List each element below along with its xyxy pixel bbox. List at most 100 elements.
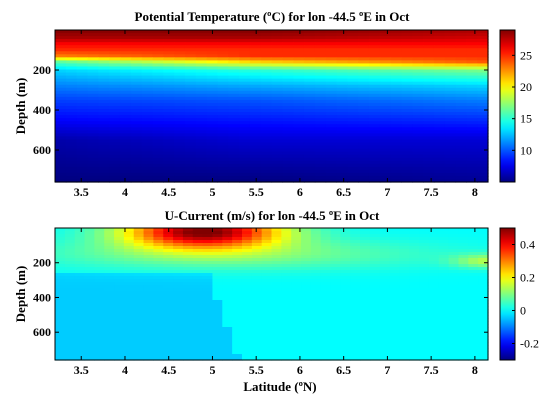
heatmap-cell [320,327,332,331]
heatmap-cell [55,345,66,349]
heatmap-cell [291,357,302,361]
heatmap-cell [239,96,251,101]
heatmap-cell [433,72,446,77]
heatmap-cell [314,178,327,183]
heatmap-cell [241,327,253,331]
heatmap-cell [98,78,110,83]
heatmap-cell [109,87,121,92]
heatmap-cell [438,243,450,247]
heatmap-cell [433,39,446,43]
heatmap-cell [84,249,95,253]
heatmap-cell [163,175,175,180]
heatmap-cell [241,330,253,334]
heatmap-cell [368,172,381,177]
heatmap-cell [320,336,332,340]
heatmap-cell [130,145,143,150]
heatmap-cell [133,315,145,319]
heatmap-cell [399,321,410,325]
heatmap-cell [458,285,469,289]
heatmap-cell [340,306,351,310]
heatmap-cell [293,42,305,46]
heatmap-cell [444,66,457,71]
heatmap-cell [184,72,197,77]
heatmap-cell [141,48,154,52]
heatmap-cell [320,300,332,304]
heatmap-cell [390,45,402,49]
heatmap-cell [217,54,229,58]
heatmap-cell [212,348,223,352]
heatmap-cell [184,54,197,58]
heatmap-cell [261,297,273,301]
heatmap-cell [153,342,164,346]
heatmap-cell [206,48,218,52]
heatmap-cell [228,99,240,104]
heatmap-cell [369,228,381,232]
heatmap-cell [291,279,302,283]
heatmap-cell [192,267,204,271]
heatmap-cell [478,231,489,235]
heatmap-cell [360,306,371,310]
heatmap-cell [360,231,371,235]
heatmap-cell [347,148,359,153]
heatmap-cell [433,145,446,150]
heatmap-cell [114,243,125,247]
heatmap-cell [301,285,312,289]
heatmap-cell [271,30,283,34]
heatmap-cell [271,124,283,128]
heatmap-cell [433,81,446,86]
heatmap-cell [466,109,478,113]
heatmap-cell [379,99,392,104]
heatmap-cell [303,63,316,68]
heatmap-cell [455,151,467,156]
heatmap-cell [271,81,283,86]
heatmap-cell [206,57,218,61]
heatmap-cell [336,54,348,58]
heatmap-cell [428,234,440,238]
heatmap-cell [74,234,86,238]
heatmap-cell [293,72,305,77]
colorbar-tick-label: 15 [520,112,532,126]
heatmap-cell [174,172,186,177]
heatmap-cell [212,267,223,271]
heatmap-cell [293,33,305,37]
heatmap-cell [271,36,283,40]
heatmap-cell [379,51,392,55]
heatmap-cell [133,288,145,292]
heatmap-cell [368,57,381,61]
heatmap-cell [399,303,410,307]
heatmap-cell [466,30,478,34]
heatmap-cell [419,327,430,331]
heatmap-cell [314,121,327,125]
x-tick-label: 8 [472,185,478,199]
heatmap-cell [104,321,115,325]
heatmap-cell [399,282,410,286]
heatmap-cell [303,133,316,137]
heatmap-cell [310,282,322,286]
heatmap-cell [347,106,359,110]
heatmap-cell [390,157,402,162]
heatmap-cell [330,321,341,325]
heatmap-cell [369,336,381,340]
heatmap-cell [369,315,381,319]
heatmap-cell [301,345,312,349]
heatmap-cell [360,264,371,268]
heatmap-cell [84,228,95,232]
heatmap-cell [448,282,460,286]
heatmap-cell [468,312,479,316]
heatmap-cell [428,342,440,346]
heatmap-cell [478,342,489,346]
heatmap-cell [390,142,402,147]
heatmap-cell [94,339,105,343]
heatmap-cell [202,318,214,322]
heatmap-cell [336,45,348,49]
heatmap-cell [163,109,175,113]
heatmap-cell [94,282,105,286]
heatmap-cell [347,109,359,113]
heatmap-cell [336,109,348,113]
heatmap-cell [173,324,184,328]
heatmap-cell [419,234,430,238]
heatmap-cell [438,327,450,331]
heatmap-cell [55,339,66,343]
heatmap-cell [239,51,251,55]
heatmap-cell [444,60,457,65]
